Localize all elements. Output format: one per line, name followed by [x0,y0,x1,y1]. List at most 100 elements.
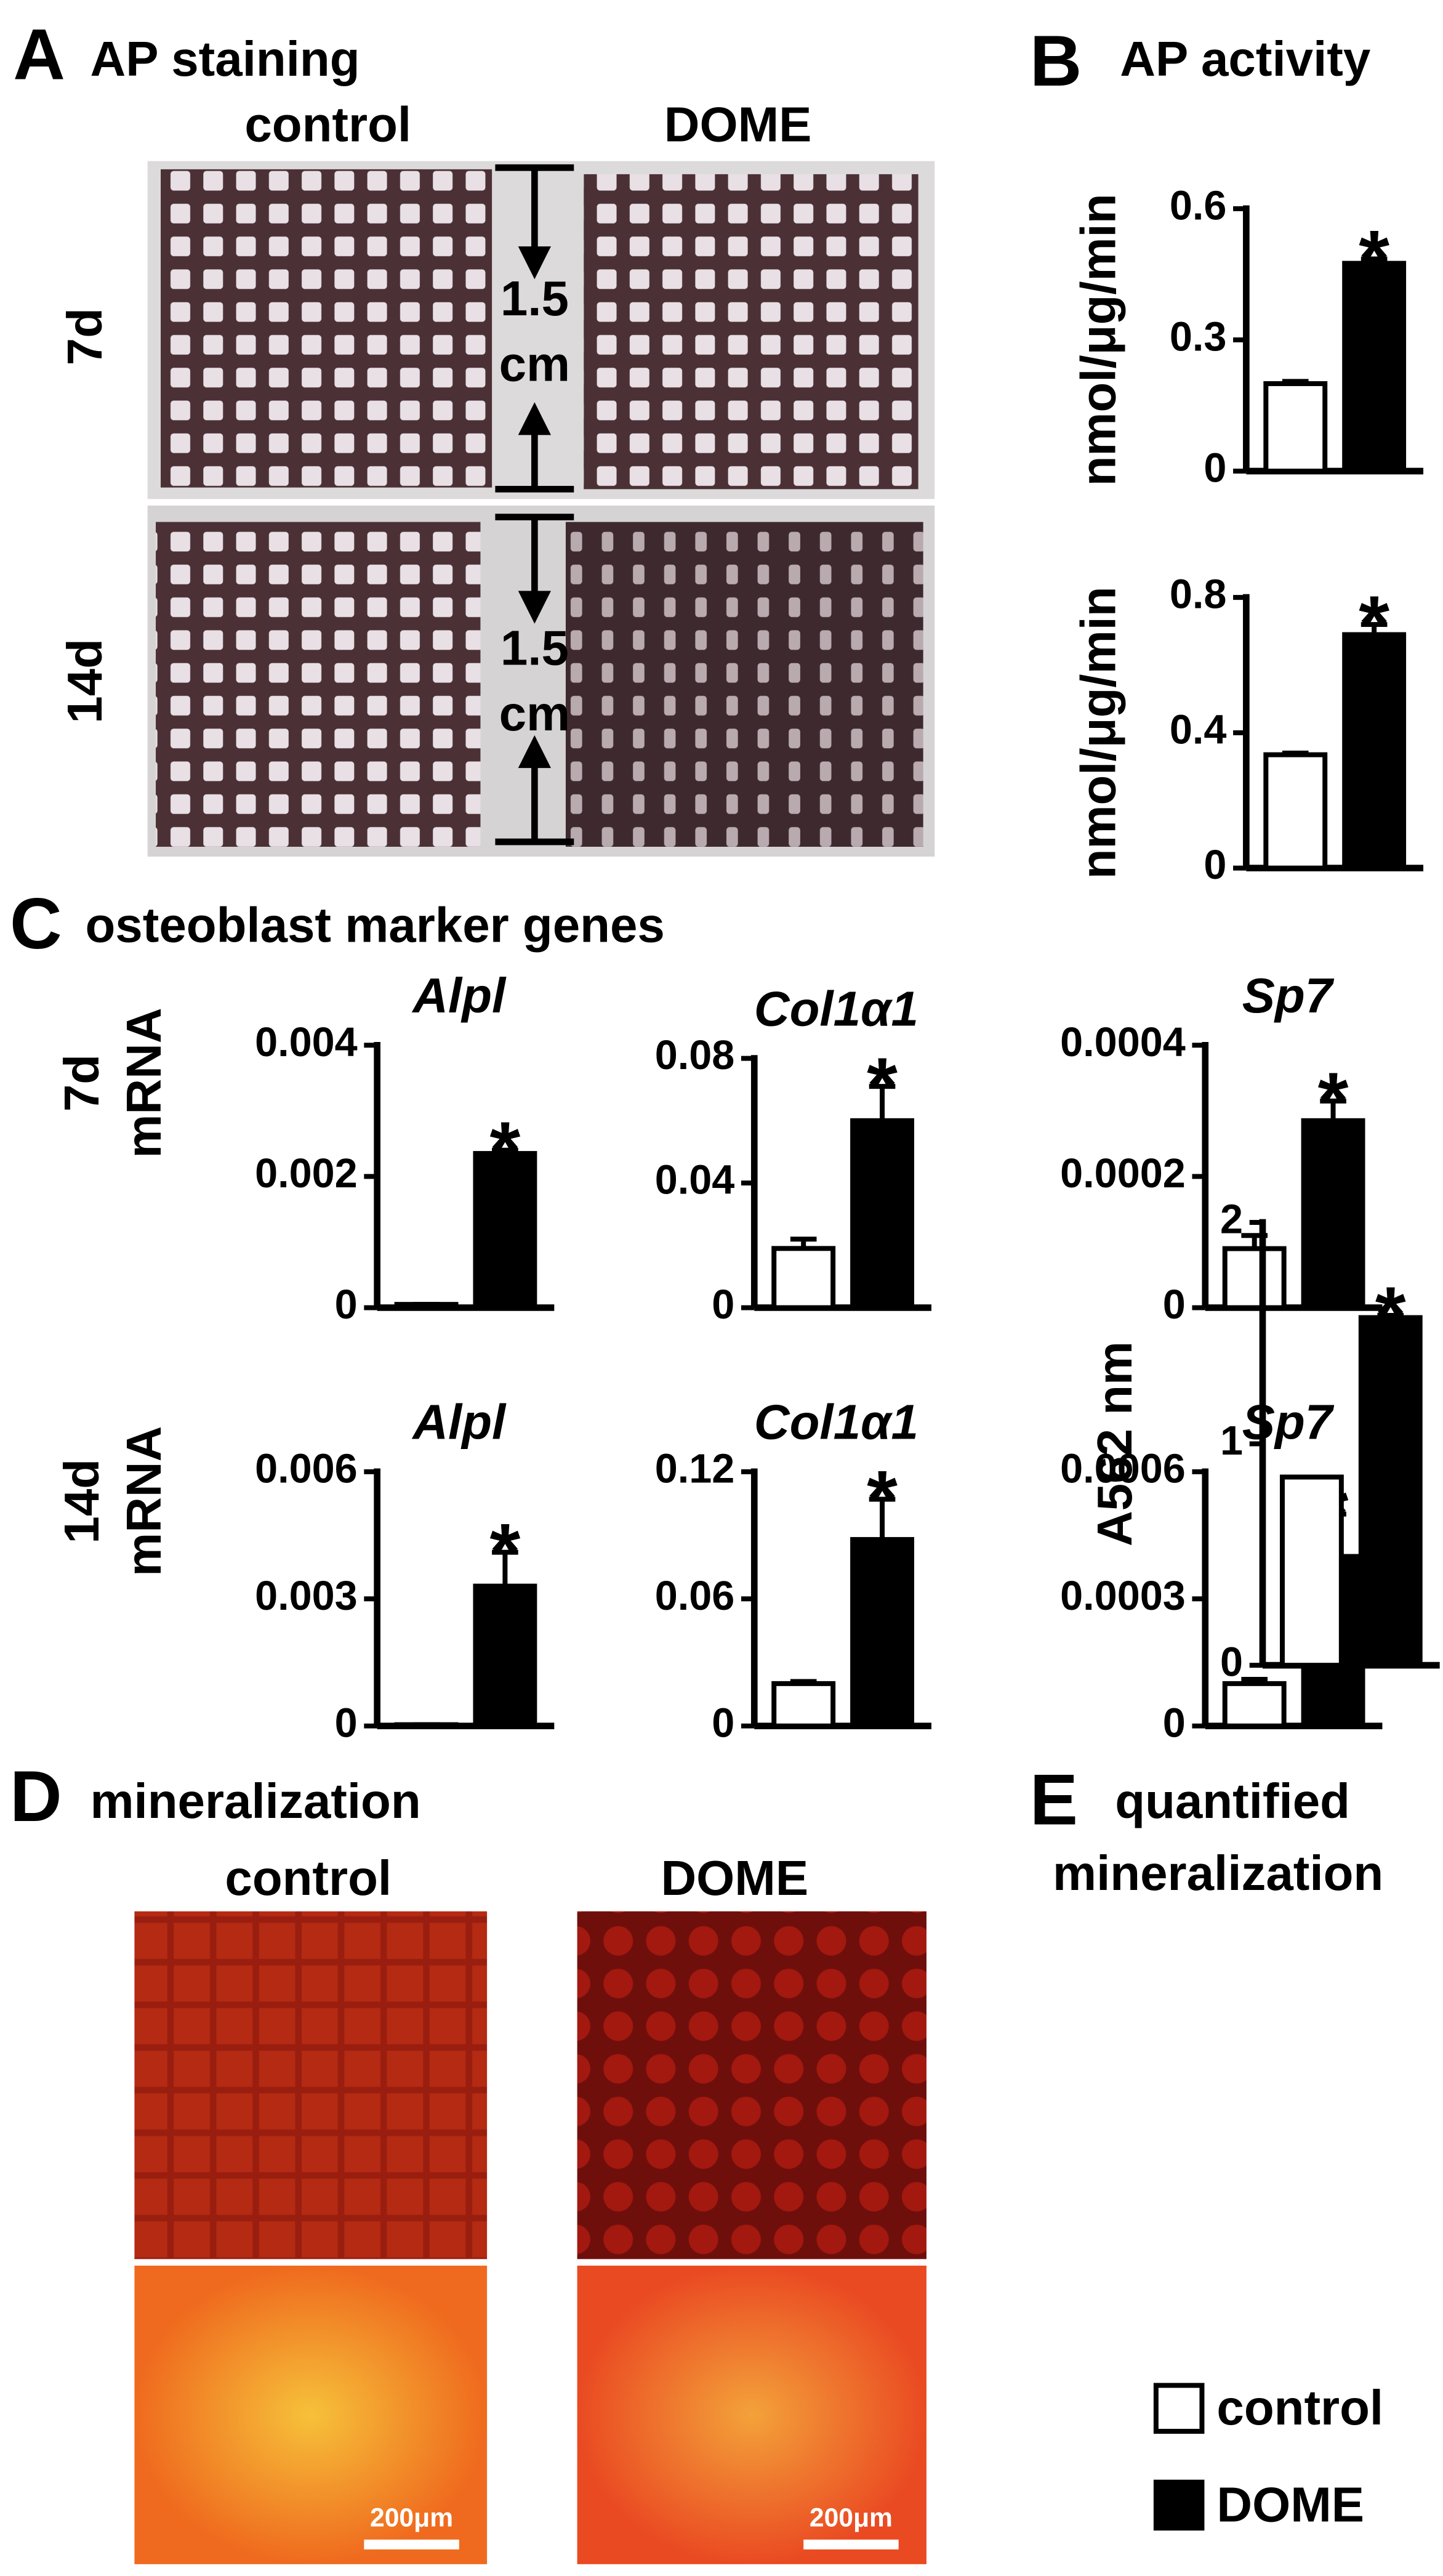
scale-bar-label: 200μm [810,2503,893,2533]
bar [1222,1681,1287,1729]
scale-bar [364,2539,459,2550]
mineral-photo [134,1911,488,2259]
column-label: DOME [661,1851,808,1905]
column-label: control [244,97,411,152]
bar [394,1302,459,1310]
scaffold-photo [161,169,492,488]
significance-star: * [490,1508,521,1596]
bar [1301,1118,1365,1310]
bar [473,1583,537,1729]
y-tick-label: 0.06 [655,1573,735,1619]
y-tick-label: 0 [1204,446,1226,491]
y-tick-label: 0.04 [655,1158,735,1203]
y-tick-label: 0.0002 [1060,1151,1186,1197]
micrograph [134,2266,488,2564]
y-tick-label: 0.002 [255,1151,358,1197]
y-axis-label: nmol/μg/min [1071,193,1125,486]
chart-title: Sp7 [1242,1395,1335,1450]
arrow-heads [518,246,551,769]
scale-bar [803,2539,899,2550]
y-tick-label: 0.4 [1170,707,1227,753]
y-tick-label: 0 [335,1282,358,1328]
legend-swatch [1153,2383,1205,2434]
scaffold-photo [565,522,923,847]
significance-star: * [1359,580,1389,668]
row-label: 14d [54,1459,109,1544]
column-label: control [225,1851,392,1905]
y-axis-label: nmol/μg/min [1071,586,1125,879]
bar [1358,1315,1423,1668]
legend-label: DOME [1216,2477,1364,2532]
bar [1222,1246,1287,1310]
scale-bar-label: 200μm [370,2503,453,2533]
y-tick-label: 0.0006 [1060,1446,1186,1492]
row-label: 7d [57,308,112,365]
panel-title: quantified [1115,1774,1350,1828]
panel-label: E [1030,1759,1078,1840]
y-tick-label: 0 [1204,842,1226,888]
significance-star: * [1318,1056,1349,1144]
legend-label: control [1216,2380,1383,2435]
scale-label: 1.5 [500,620,569,675]
y-tick-label: 0 [1163,1282,1186,1328]
panel-title: AP activity [1120,31,1370,86]
panel-title: osteoblast marker genes [86,897,665,952]
y-tick-label: 0.004 [255,1020,358,1065]
panel-label: C [10,883,62,964]
significance-star: * [867,1455,898,1543]
panel-label: B [1030,20,1082,101]
significance-star: * [490,1105,521,1193]
y-tick-label: 0.08 [655,1033,735,1078]
bar [850,1536,914,1729]
axis-label: mRNA [116,1007,171,1158]
bar [850,1118,914,1310]
scale-label: 1.5 [500,271,569,326]
chart-title: Alpl [411,968,507,1023]
panel-title: AP staining [90,31,360,86]
y-tick-label: 0 [335,1700,358,1746]
y-tick-label: 0.3 [1170,315,1227,360]
y-tick-label: 0.8 [1170,572,1227,618]
significance-star: * [1375,1271,1406,1359]
y-tick-label: 0 [712,1282,734,1328]
y-tick-label: 0 [1220,1640,1243,1686]
column-label: DOME [664,97,812,152]
row-label: 14d [57,639,112,724]
panel-label: D [10,1756,62,1836]
y-tick-label: 0.12 [655,1446,735,1492]
bar [1342,260,1407,474]
y-tick-label: 0.0003 [1060,1573,1186,1619]
bar [771,1246,836,1310]
y-tick-label: 1 [1220,1418,1243,1464]
panel-title: mineralization [90,1774,421,1828]
micrograph [577,2266,926,2564]
chart-title: Alpl [411,1395,507,1450]
chart-title: Col1α1 [754,981,918,1036]
bar [1263,752,1328,871]
y-tick-label: 2 [1220,1197,1243,1243]
scale-label: cm [499,337,570,392]
y-tick-label: 0 [712,1700,734,1746]
y-tick-label: 0.003 [255,1573,358,1619]
bar [1342,632,1407,871]
y-tick-label: 0.6 [1170,183,1227,228]
legend-swatch [1153,2479,1205,2531]
chart-title: Sp7 [1242,968,1335,1023]
bar [1263,381,1328,474]
significance-star: * [867,1042,898,1130]
chart-title: Col1α1 [754,1395,918,1450]
panel-label: A [13,14,65,94]
scale-label: cm [499,686,570,741]
axis-label: mRNA [116,1426,171,1577]
panel-title: mineralization [1053,1846,1383,1900]
significance-star: * [1359,214,1389,302]
bar [394,1722,459,1729]
scaffold-photo [584,174,918,490]
y-tick-label: 0 [1163,1700,1186,1746]
bar [771,1681,836,1729]
y-tick-label: 0.0004 [1060,1020,1186,1065]
y-tick-label: 0.006 [255,1446,358,1492]
bar [1279,1474,1344,1668]
row-label: 7d [54,1054,109,1112]
